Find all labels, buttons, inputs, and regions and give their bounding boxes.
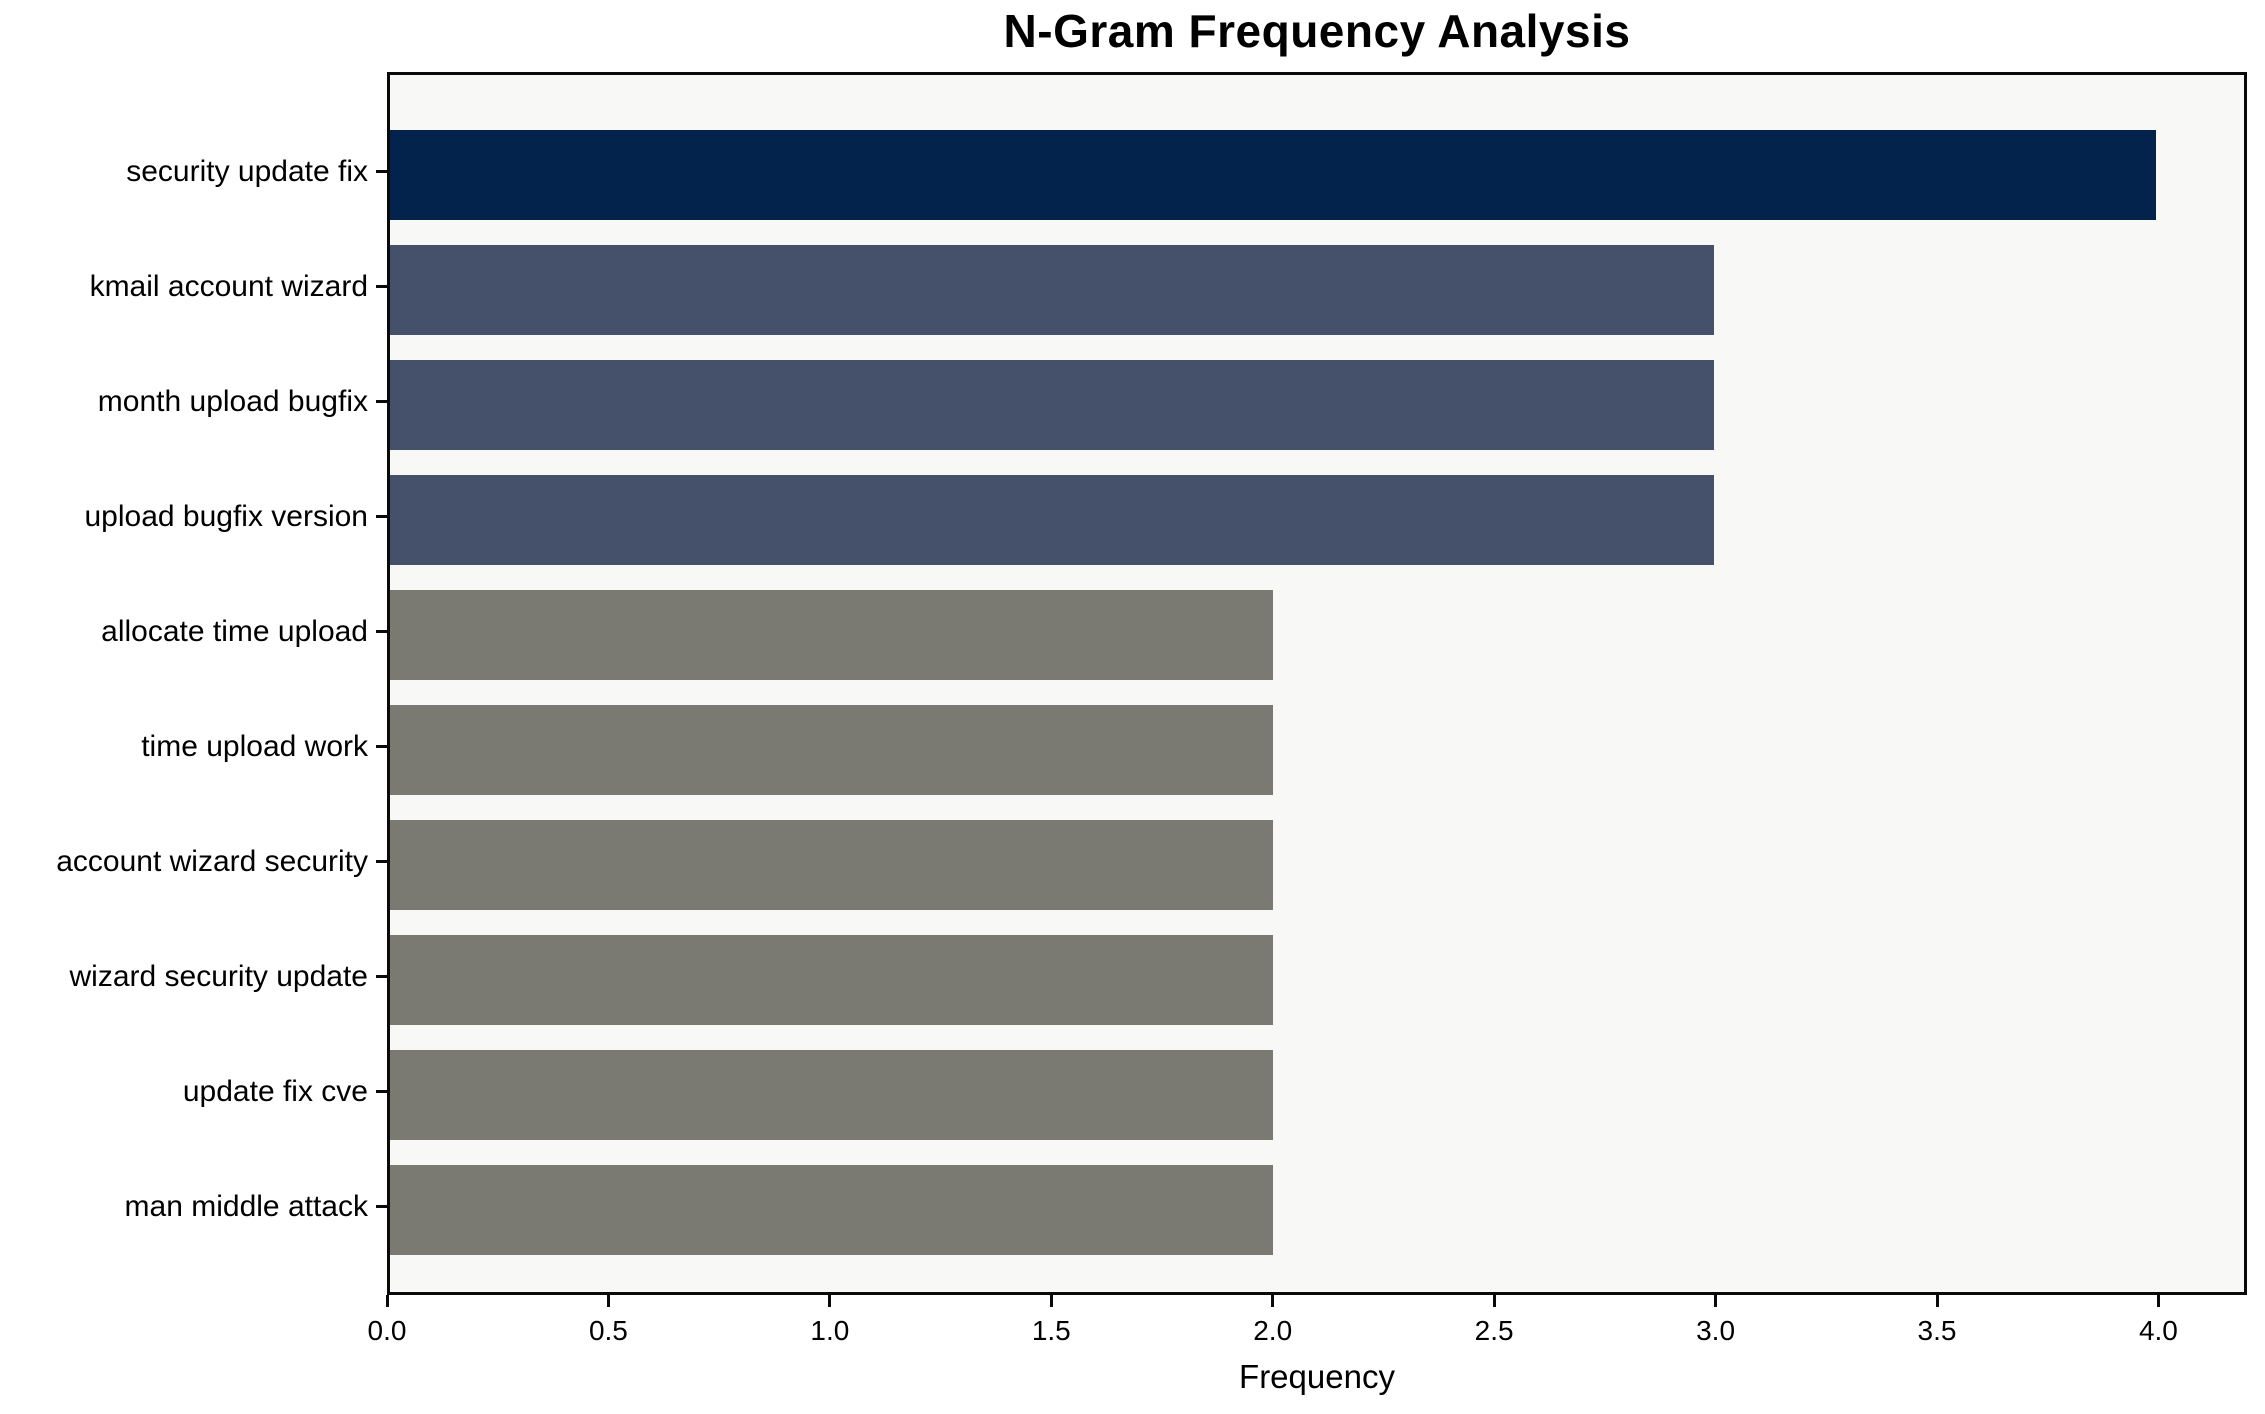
x-tick-mark [1935,1295,1939,1307]
bars-layer [390,75,2244,1292]
y-tick-label: allocate time upload [101,614,368,648]
y-tick-mark [376,1205,387,1208]
plot-area [387,72,2247,1295]
x-axis-title: Frequency [1239,1358,1395,1395]
y-tick-mark [376,975,387,978]
y-tick-mark [376,170,387,173]
bar [390,1164,1273,1255]
x-tick-label: 3.0 [1696,1315,1736,1346]
y-tick-label: kmail account wizard [89,269,368,303]
x-tick-label: 2.5 [1474,1315,1514,1346]
y-tick-mark [376,1090,387,1093]
y-tick-mark [376,630,387,633]
x-tick-label: 1.0 [810,1315,850,1346]
x-tick-mark [1714,1295,1718,1307]
chart-title: N-Gram Frequency Analysis [1003,5,1631,57]
x-tick-mark [2156,1295,2160,1307]
y-tick-mark [376,400,387,403]
x-tick-mark [606,1295,610,1307]
y-tick-mark [376,285,387,288]
y-tick-mark [376,745,387,748]
y-tick-label: month upload bugfix [97,384,368,418]
bar [390,244,1715,335]
x-tick-mark [385,1295,389,1307]
x-tick-label: 4.0 [2138,1315,2178,1346]
y-tick-mark [376,515,387,518]
bar [390,1049,1273,1140]
x-tick-mark [1049,1295,1053,1307]
y-tick-label: upload bugfix version [84,499,368,533]
bar [390,589,1273,680]
bar [390,129,2156,220]
y-tick-mark [376,860,387,863]
x-tick-mark [828,1295,832,1307]
x-tick-label: 0.5 [588,1315,628,1346]
bar [390,704,1273,795]
x-tick-label: 3.5 [1917,1315,1957,1346]
x-tick-mark [1492,1295,1496,1307]
y-tick-label: update fix cve [182,1074,368,1108]
y-tick-label: man middle attack [124,1189,368,1223]
x-tick-label: 2.0 [1253,1315,1293,1346]
bar [390,359,1715,450]
y-tick-label: account wizard security [56,844,368,878]
x-tick-mark [1271,1295,1275,1307]
y-tick-label: security update fix [126,154,368,188]
y-tick-label: wizard security update [69,959,368,993]
bar [390,819,1273,910]
x-tick-label: 1.5 [1031,1315,1071,1346]
y-tick-label: time upload work [141,729,368,763]
x-tick-label: 0.0 [367,1315,407,1346]
bar [390,934,1273,1025]
bar [390,474,1715,565]
